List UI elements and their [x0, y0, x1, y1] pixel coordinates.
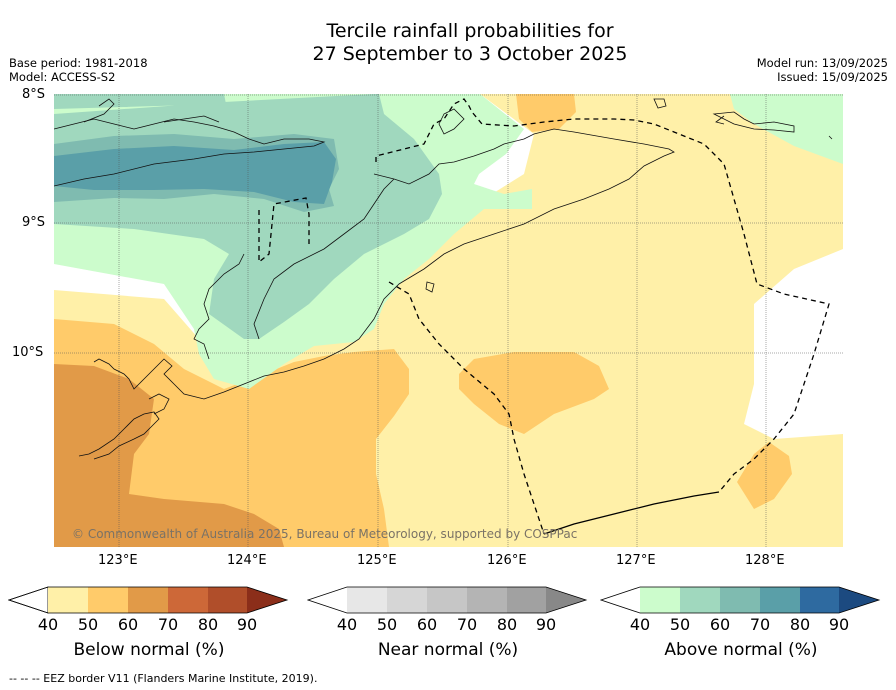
cb3-label: Above normal (%): [664, 640, 818, 660]
chart-title-line1: Tercile rainfall probabilities for: [326, 20, 614, 42]
cb3-tick-70: 70: [749, 615, 771, 634]
colorbar-above-normal: [600, 586, 881, 614]
cb3-tick-90: 90: [828, 615, 850, 634]
cb2-tick-40: 40: [336, 615, 358, 634]
below-normal-50-region-north: [516, 94, 576, 132]
model-run-text: Model run: 13/09/2025: [756, 56, 888, 70]
cb1-tick-70: 70: [157, 615, 179, 634]
eez-border: [258, 98, 830, 535]
eez-solid-segment: [543, 491, 720, 535]
lat-label-8s: 8°S: [22, 87, 46, 102]
rainfall-map: [54, 94, 843, 547]
cb2-tick-70: 70: [456, 615, 478, 634]
cb1-tick-50: 50: [77, 615, 99, 634]
eez-footnote: -- -- -- EEZ border V11 (Flanders Marine…: [9, 672, 318, 685]
below-normal-50-region-center: [459, 352, 609, 434]
cb1-tick-90: 90: [236, 615, 258, 634]
colorbar-below-normal: [8, 586, 289, 614]
below-normal-50-region-sw: [54, 319, 409, 547]
lon-label-127e: 127°E: [616, 553, 656, 568]
lon-label-126e: 126°E: [487, 553, 527, 568]
chart-title-line2: 27 September to 3 October 2025: [312, 43, 628, 65]
below-normal-60-region: [54, 364, 284, 547]
lat-label-10s: 10°S: [12, 345, 44, 360]
cb1-label: Below normal (%): [73, 640, 225, 660]
above-normal-40-region-ne: [730, 94, 843, 164]
lon-label-128e: 128°E: [745, 553, 785, 568]
cb1-tick-60: 60: [117, 615, 139, 634]
map-gridlines: [54, 94, 843, 547]
cb2-label: Near normal (%): [377, 640, 519, 660]
cb3-tick-50: 50: [669, 615, 691, 634]
base-period-text: Base period: 1981-2018: [9, 56, 148, 70]
cb2-tick-80: 80: [496, 615, 518, 634]
coastlines: [54, 98, 833, 460]
lon-label-123e: 123°E: [98, 553, 138, 568]
above-normal-70-region: [54, 142, 336, 204]
cb2-tick-50: 50: [376, 615, 398, 634]
below-normal-50-region-se: [737, 442, 792, 509]
lat-label-9s: 9°S: [22, 215, 46, 230]
model-text: Model: ACCESS-S2: [9, 70, 116, 84]
cb2-tick-90: 90: [535, 615, 557, 634]
cb1-tick-40: 40: [37, 615, 59, 634]
cb3-tick-60: 60: [709, 615, 731, 634]
copyright-text: © Commonwealth of Australia 2025, Bureau…: [72, 527, 578, 541]
cb3-tick-40: 40: [629, 615, 651, 634]
cb3-tick-80: 80: [789, 615, 811, 634]
cb2-tick-60: 60: [416, 615, 438, 634]
cb1-tick-80: 80: [197, 615, 219, 634]
colorbar-near-normal: [307, 586, 588, 614]
lon-label-124e: 124°E: [227, 553, 267, 568]
issued-text: Issued: 15/09/2025: [777, 70, 888, 84]
lon-label-125e: 125°E: [357, 553, 397, 568]
